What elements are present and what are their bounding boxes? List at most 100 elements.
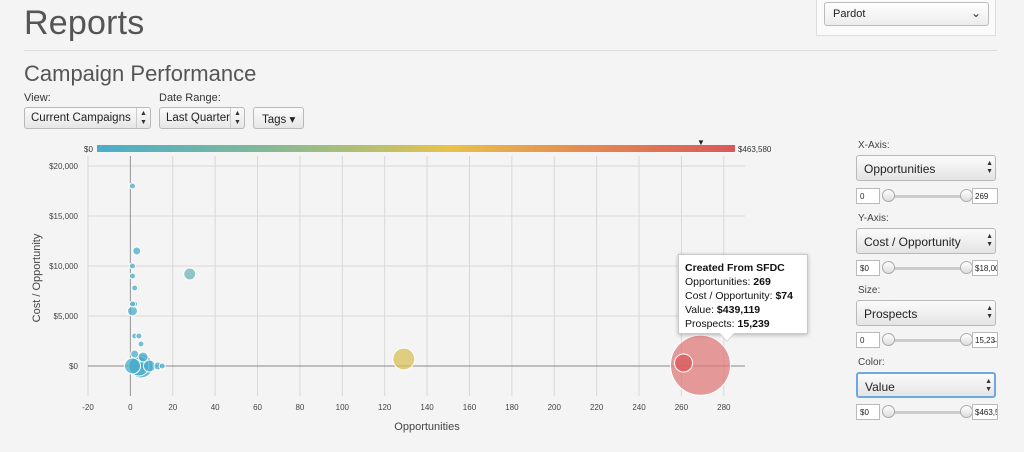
x-tick-label: -20 <box>82 403 94 412</box>
data-point[interactable] <box>131 284 139 292</box>
x-tick-label: 40 <box>211 403 220 412</box>
updown-arrows-icon: ▲ ▼ <box>986 160 993 175</box>
color-max-input[interactable]: $463,5 <box>972 404 998 420</box>
data-point[interactable] <box>183 267 197 281</box>
updown-arrows-icon: ▲ ▼ <box>230 108 244 128</box>
tooltip-prospects-value: 15,239 <box>737 318 770 330</box>
view-label: View: <box>24 92 51 104</box>
y-tick-label: $0 <box>69 362 78 371</box>
data-point[interactable] <box>124 357 142 375</box>
x-tick-label: 260 <box>675 403 689 412</box>
x-tick-label: 120 <box>378 403 392 412</box>
size-max-input[interactable]: 15,23̶ <box>972 332 998 348</box>
legend-max-label: $463,580 <box>738 145 772 154</box>
data-point[interactable] <box>129 300 137 308</box>
updown-arrows-icon: ▲ ▼ <box>136 108 150 128</box>
campaign-tooltip: Created From SFDC Opportunities: 269 Cos… <box>678 254 808 342</box>
tooltip-prospects-label: Prospects: <box>685 318 735 330</box>
tooltip-opp-value: 269 <box>753 276 771 288</box>
y-axis-control-label: Y-Axis: <box>858 213 889 224</box>
x-tick-label: 20 <box>168 403 177 412</box>
data-point[interactable] <box>137 351 149 363</box>
account-switcher-panel: Pardot ⌄ <box>816 0 996 36</box>
color-select[interactable]: Value ▲ ▼ <box>856 372 996 398</box>
x-axis-min-handle[interactable] <box>882 189 895 202</box>
tooltip-value-label: Value: <box>685 304 714 316</box>
x-axis-max-input[interactable]: 269 <box>972 188 998 204</box>
legend-marker-icon: ▼ <box>697 138 705 147</box>
x-axis-select[interactable]: Opportunities ▲ ▼ <box>856 155 996 181</box>
chevron-down-icon: ⌄ <box>970 6 981 20</box>
x-axis-control-label: X-Axis: <box>858 140 890 151</box>
tooltip-value-value: $439,119 <box>716 304 761 316</box>
y-tick-label: $20,000 <box>49 162 78 171</box>
date-range-select[interactable]: Last Quarter ▲ ▼ <box>159 107 245 129</box>
data-point[interactable] <box>129 262 137 270</box>
tags-button[interactable]: Tags ▾ <box>253 107 305 129</box>
x-tick-label: 220 <box>590 403 604 412</box>
x-axis-label: Opportunities <box>394 421 460 433</box>
account-select[interactable]: Pardot ⌄ <box>824 2 989 26</box>
x-tick-label: 60 <box>253 403 262 412</box>
x-tick-label: 160 <box>463 403 477 412</box>
size-select-value: Prospects <box>864 307 918 321</box>
y-axis-range-track[interactable] <box>886 267 968 270</box>
section-title: Campaign Performance <box>24 61 257 86</box>
updown-arrows-icon: ▲ ▼ <box>985 378 992 393</box>
y-axis-min-input[interactable]: $0 <box>856 260 880 276</box>
tooltip-prospects: Prospects: 15,239 <box>685 317 801 331</box>
data-point[interactable] <box>135 332 143 340</box>
account-select-value: Pardot <box>833 8 866 20</box>
size-min-input[interactable]: 0 <box>856 332 880 348</box>
x-tick-label: 0 <box>128 403 133 412</box>
data-point[interactable] <box>129 272 137 280</box>
x-axis-min-input[interactable]: 0 <box>856 188 880 204</box>
data-point[interactable] <box>129 182 137 190</box>
y-axis-max-input[interactable]: $18,00 <box>972 260 998 276</box>
view-select[interactable]: Current Campaigns ▲ ▼ <box>24 107 151 129</box>
size-select[interactable]: Prospects ▲ ▼ <box>856 300 996 326</box>
size-min-handle[interactable] <box>882 333 895 346</box>
x-tick-label: 140 <box>420 403 434 412</box>
x-tick-label: 200 <box>548 403 562 412</box>
data-point[interactable] <box>130 349 140 359</box>
date-range-select-value: Last Quarter <box>166 112 230 124</box>
x-tick-label: 240 <box>632 403 646 412</box>
tooltip-cost-label: Cost / Opportunity: <box>685 290 773 302</box>
y-tick-label: $5,000 <box>54 312 79 321</box>
data-point[interactable] <box>669 334 731 396</box>
size-range: 0 15,23̶ <box>856 332 998 348</box>
tooltip-arrow-inner <box>720 333 734 341</box>
color-select-value: Value <box>865 380 895 394</box>
y-axis-select[interactable]: Cost / Opportunity ▲ ▼ <box>856 228 996 254</box>
updown-arrows-icon: ▲ ▼ <box>986 305 993 320</box>
updown-arrows-icon: ▲ ▼ <box>986 233 993 248</box>
data-point[interactable] <box>674 353 694 373</box>
y-axis-label: Cost / Opportunity <box>31 233 43 322</box>
color-min-handle[interactable] <box>882 405 895 418</box>
data-point[interactable] <box>158 362 166 370</box>
date-range-label: Date Range: <box>159 92 221 104</box>
header-divider <box>24 50 997 51</box>
tooltip-cost: Cost / Opportunity: $74 <box>685 289 801 303</box>
x-tick-label: 280 <box>717 403 731 412</box>
data-point[interactable] <box>132 246 142 256</box>
data-point[interactable] <box>137 340 145 348</box>
tooltip-opp-label: Opportunities: <box>685 276 751 288</box>
x-axis-range-track[interactable] <box>886 195 968 198</box>
campaign-scatter-chart[interactable]: -20 0 20 40 60 80 100 120 140 160 180 200 220 240 260 2… <box>0 150 800 450</box>
y-tick-label: $15,000 <box>49 212 78 221</box>
data-point[interactable] <box>392 347 416 371</box>
color-control-label: Color: <box>858 357 885 368</box>
y-tick-label: $10,000 <box>49 262 78 271</box>
y-axis-min-handle[interactable] <box>882 261 895 274</box>
x-axis-select-value: Opportunities <box>864 162 936 176</box>
chart-points[interactable] <box>124 182 731 396</box>
tooltip-cost-value: $74 <box>775 290 793 302</box>
color-range-track[interactable] <box>886 411 968 414</box>
size-control-label: Size: <box>858 285 881 296</box>
size-range-track[interactable] <box>886 339 968 342</box>
color-min-input[interactable]: $0 <box>856 404 880 420</box>
tooltip-title: Created From SFDC <box>685 262 785 274</box>
